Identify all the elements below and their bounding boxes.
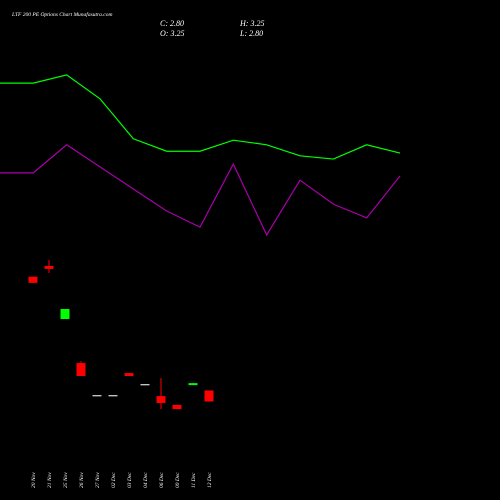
- x-tick-label: 12 Dec: [207, 472, 213, 488]
- overlay-line: [0, 144, 401, 237]
- x-tick-label: 11 Dec: [191, 472, 197, 488]
- candle-body: [204, 390, 214, 402]
- candle-body: [76, 363, 86, 377]
- header-high: H: 3.25: [239, 19, 264, 28]
- x-tick-label: 21 Nov: [47, 472, 53, 488]
- candle-body: [124, 373, 134, 377]
- x-tick-label: 02 Dec: [111, 472, 117, 488]
- header-low: L: 2.80: [239, 29, 263, 38]
- candle-body: [140, 384, 150, 386]
- x-tick-label: 25 Nov: [63, 472, 69, 488]
- candle-body: [28, 276, 38, 283]
- x-tick-label: 06 Dec: [159, 472, 165, 488]
- candle-body: [188, 383, 198, 386]
- x-tick-label: 27 Nov: [95, 472, 101, 488]
- header-close: C: 2.80: [160, 19, 184, 28]
- x-tick-label: 09 Dec: [175, 472, 181, 488]
- x-tick-label: 26 Nov: [79, 472, 85, 488]
- x-tick-label: 03 Dec: [127, 472, 133, 488]
- x-tick-label: 04 Dec: [142, 472, 149, 488]
- candle-body: [60, 309, 70, 320]
- candle-body: [108, 395, 118, 397]
- chart-title: LTF 200 PE Options Chart Munafasutra.com: [11, 11, 112, 18]
- header-open: O: 3.25: [160, 29, 184, 38]
- candle-body: [44, 265, 54, 269]
- overlay-line: [0, 74, 401, 160]
- candle-body: [172, 404, 182, 410]
- candle-body: [156, 396, 166, 403]
- x-tick-label: 20 Nov: [31, 472, 37, 488]
- candle-body: [92, 395, 102, 397]
